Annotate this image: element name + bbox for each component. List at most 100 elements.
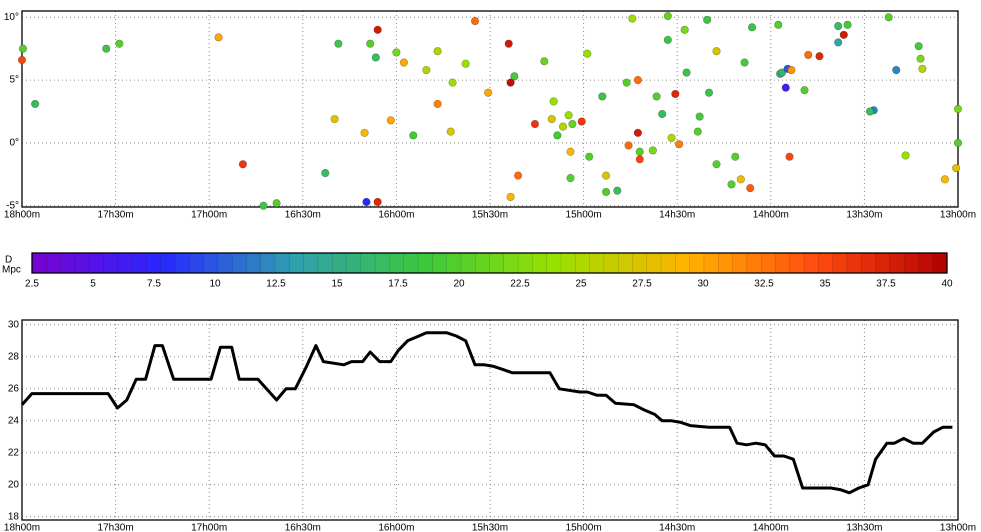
galaxy-point	[747, 23, 757, 32]
galaxy-point	[422, 65, 431, 75]
x-tick-label: 13h00m	[940, 523, 976, 532]
colorbar-cell	[274, 252, 290, 274]
y-tick-label: 5°	[9, 75, 19, 86]
galaxy-point	[953, 104, 963, 114]
galaxy-point	[399, 58, 408, 67]
galaxy-point	[703, 15, 712, 24]
colorbar-cell	[903, 252, 919, 274]
colorbar-cell	[646, 252, 662, 274]
galaxy-point	[652, 92, 661, 101]
x-tick-label: 17h00m	[191, 210, 227, 221]
galaxy-point	[583, 49, 592, 58]
colorbar-cell	[289, 252, 305, 274]
colorbar-cell	[146, 252, 162, 274]
galaxy-point	[238, 160, 247, 169]
colorbar-cell	[603, 252, 619, 274]
galaxy-point	[777, 68, 787, 77]
x-tick-label: 16h00m	[378, 210, 414, 221]
colorbar-cell	[718, 252, 734, 274]
colorbar-tick-label: 30	[697, 279, 709, 290]
y-tick-label: 24	[8, 415, 20, 426]
galaxy-point	[321, 168, 330, 178]
plot-frame	[21, 10, 959, 208]
galaxy-point	[901, 151, 910, 160]
galaxy-point	[461, 59, 470, 68]
galaxy-point	[633, 76, 642, 85]
galaxy-point	[740, 58, 749, 67]
galaxy-point	[484, 88, 493, 97]
colorbar-tick-label: 40	[941, 279, 953, 290]
colorbar-cell	[403, 252, 419, 274]
colorbar-cell	[789, 252, 805, 274]
galaxy-point	[952, 163, 961, 173]
galaxy-point	[804, 50, 813, 60]
colorbar-tick-label: 7.5	[147, 279, 161, 290]
galaxy-point	[564, 111, 573, 120]
y-tick-label: -5°	[6, 200, 19, 211]
galaxy-point	[635, 155, 644, 164]
colorbar-cell	[203, 252, 219, 274]
galaxy-point	[628, 14, 637, 23]
plot-frame	[21, 319, 959, 521]
x-tick-label: 16h30m	[285, 210, 321, 221]
colorbar-cell	[417, 252, 433, 274]
galaxy-point	[598, 92, 607, 101]
x-tick-label: 15h00m	[566, 523, 602, 532]
colorbar-cell	[88, 252, 104, 274]
colorbar-cell	[775, 252, 791, 274]
colorbar-cell	[217, 252, 233, 274]
galaxy-point	[658, 109, 667, 119]
galaxy-point	[712, 47, 721, 56]
galaxy-point	[373, 197, 382, 207]
galaxy-point	[601, 187, 611, 197]
colorbar-cell	[660, 252, 676, 274]
galaxy-point	[549, 97, 558, 106]
galaxy-point	[566, 147, 575, 156]
colorbar-cell	[231, 252, 247, 274]
galaxy-point	[682, 68, 691, 77]
galaxy-point	[622, 78, 631, 87]
galaxy-point	[585, 152, 594, 161]
colorbar-cell	[46, 252, 62, 274]
galaxy-point	[540, 57, 549, 66]
colorbar-cell	[760, 252, 776, 274]
galaxy-point	[448, 78, 457, 87]
galaxy-point	[272, 199, 281, 208]
galaxy-point	[671, 89, 680, 99]
colorbar-cell	[832, 252, 848, 274]
colorbar-cell	[160, 252, 176, 274]
line-series	[20, 331, 953, 495]
galaxy-point	[259, 201, 268, 210]
x-tick-label: 16h30m	[285, 523, 321, 532]
colorbar-cell	[517, 252, 533, 274]
galaxy-point	[31, 99, 40, 109]
galaxy-point	[815, 52, 824, 61]
colorbar-label: D	[5, 255, 12, 266]
x-tick-label: 16h00m	[378, 523, 414, 532]
colorbar-cell	[803, 252, 819, 274]
y-tick-label: 30	[8, 319, 20, 330]
galaxy-point	[334, 39, 343, 48]
galaxy-point	[663, 11, 672, 21]
galaxy-point	[746, 184, 755, 193]
colorbar-frame	[31, 252, 948, 274]
galaxy-point	[914, 42, 923, 51]
galaxy-point	[613, 186, 622, 195]
galaxy-point	[510, 72, 519, 81]
colorbar-tick-label: 27.5	[632, 279, 652, 290]
galaxy-point	[433, 99, 442, 109]
colorbar-tick-label: 15	[331, 279, 343, 290]
galaxy-point	[568, 119, 577, 129]
y-tick-label: 20	[8, 479, 20, 490]
galaxy-point	[785, 152, 794, 161]
colorbar-tick-label: 37.5	[876, 279, 896, 290]
colorbar-tick-label: 22.5	[510, 279, 530, 290]
x-tick-label: 14h30m	[659, 210, 695, 221]
galaxy-point	[843, 20, 852, 29]
y-tick-label: 26	[8, 383, 20, 394]
colorbar-cell	[103, 252, 119, 274]
colorbar-cell	[632, 252, 648, 274]
galaxy-point	[577, 117, 586, 126]
galaxy-point	[433, 47, 442, 56]
